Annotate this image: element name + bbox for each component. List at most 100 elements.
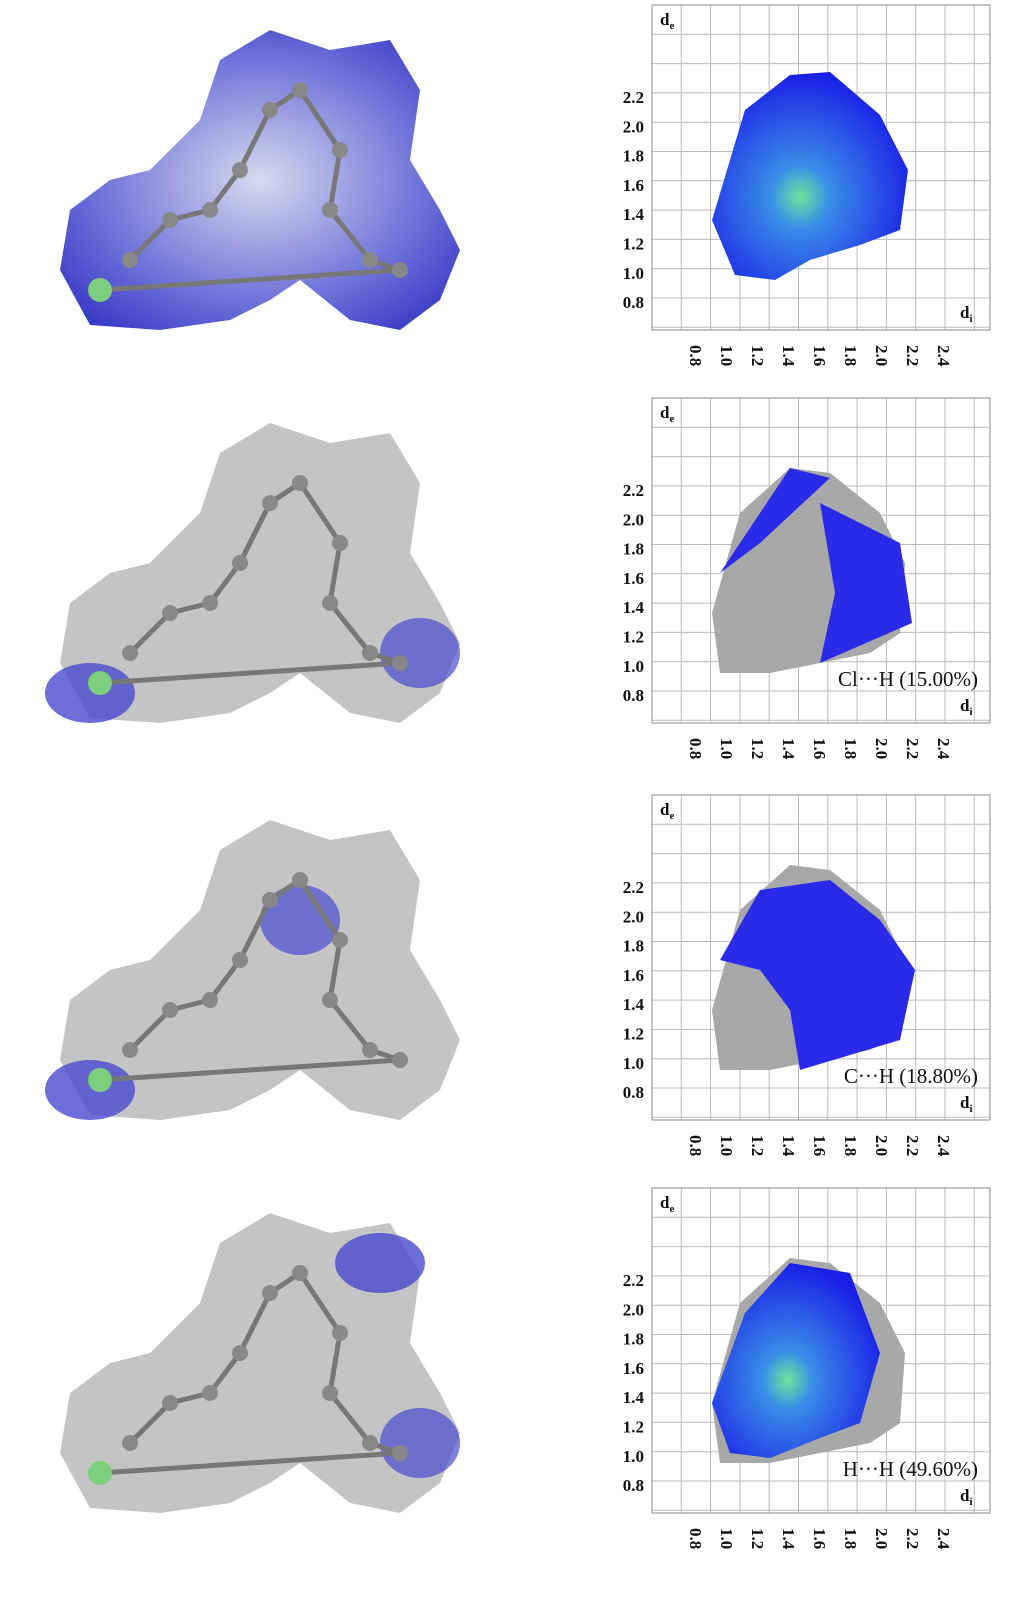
- y-axis-label-sub: e: [669, 413, 674, 425]
- x-tick-label: 2.4: [934, 345, 953, 367]
- x-tick-label: 1.2: [748, 1135, 767, 1156]
- x-axis-label: di: [960, 1486, 973, 1508]
- atom: [322, 202, 338, 218]
- fingerprint-contacts: [712, 72, 908, 280]
- atom: [122, 1435, 138, 1451]
- atom: [292, 1265, 308, 1281]
- y-tick-label: 1.0: [623, 1054, 644, 1073]
- atom: [332, 535, 348, 551]
- atom: [262, 892, 278, 908]
- x-tick-label: 2.2: [903, 1528, 922, 1549]
- y-tick-label: 1.2: [623, 628, 644, 647]
- atom: [232, 952, 248, 968]
- atom: [162, 605, 178, 621]
- y-tick-label: 2.0: [623, 510, 644, 529]
- x-tick-label: 1.8: [841, 1528, 860, 1549]
- y-axis-label-sub: e: [669, 810, 674, 822]
- x-tick-label: 1.0: [717, 1528, 736, 1549]
- x-tick-label: 1.2: [748, 1528, 767, 1549]
- y-tick-label: 1.6: [623, 966, 644, 985]
- atom: [122, 252, 138, 268]
- atom: [322, 992, 338, 1008]
- y-axis-label: de: [660, 1193, 674, 1215]
- y-tick-label: 2.2: [623, 481, 644, 500]
- contact-caption: H···H (49.60%): [843, 1457, 978, 1481]
- x-tick-label: 0.8: [686, 1528, 705, 1549]
- y-tick-label: 1.0: [623, 264, 644, 283]
- y-tick-label: 1.8: [623, 937, 644, 956]
- atom: [262, 102, 278, 118]
- contact-patch: [380, 1408, 460, 1478]
- y-tick-label: 2.2: [623, 88, 644, 107]
- x-tick-label: 1.8: [841, 1135, 860, 1156]
- atom: [162, 1002, 178, 1018]
- x-tick-label: 1.6: [810, 345, 829, 366]
- y-tick-label: 2.2: [623, 878, 644, 897]
- x-tick-label: 1.0: [717, 738, 736, 759]
- atom: [332, 142, 348, 158]
- y-tick-label: 1.6: [623, 569, 644, 588]
- atom: [122, 1042, 138, 1058]
- x-tick-label: 1.2: [748, 345, 767, 366]
- y-axis-label-sub: e: [669, 1203, 674, 1215]
- y-axis-label-sub: e: [669, 20, 674, 32]
- x-axis-label-sub: i: [969, 1103, 972, 1115]
- y-tick-label: 1.2: [623, 1418, 644, 1437]
- atom: [292, 82, 308, 98]
- x-tick-label: 0.8: [686, 738, 705, 759]
- y-tick-label: 1.4: [623, 995, 645, 1014]
- y-tick-label: 1.8: [623, 540, 644, 559]
- y-tick-label: 1.4: [623, 598, 645, 617]
- x-tick-label: 1.0: [717, 1135, 736, 1156]
- x-tick-label: 1.2: [748, 738, 767, 759]
- y-axis-label: de: [660, 800, 674, 822]
- atom: [362, 1042, 378, 1058]
- atom: [202, 992, 218, 1008]
- x-tick-label: 1.8: [841, 738, 860, 759]
- x-tick-label: 2.2: [903, 345, 922, 366]
- y-tick-label: 1.4: [623, 205, 645, 224]
- y-tick-label: 1.6: [623, 176, 644, 195]
- y-tick-label: 1.2: [623, 235, 644, 254]
- y-tick-label: 0.8: [623, 293, 644, 312]
- atom: [232, 162, 248, 178]
- x-tick-label: 2.0: [872, 1528, 891, 1549]
- x-tick-label: 1.6: [810, 1135, 829, 1156]
- y-tick-label: 2.2: [623, 1271, 644, 1290]
- hirshfeld-surface: [60, 30, 460, 330]
- atom: [202, 595, 218, 611]
- atom: [88, 1068, 112, 1092]
- x-axis-label-sub: i: [969, 706, 972, 718]
- atom: [162, 1395, 178, 1411]
- atom: [392, 655, 408, 671]
- atom: [332, 1325, 348, 1341]
- atom: [232, 555, 248, 571]
- atom: [88, 278, 112, 302]
- x-tick-label: 2.4: [934, 1528, 953, 1550]
- y-tick-label: 1.0: [623, 657, 644, 676]
- x-tick-label: 1.0: [717, 345, 736, 366]
- x-tick-label: 1.8: [841, 345, 860, 366]
- y-tick-label: 1.6: [623, 1359, 644, 1378]
- atom: [322, 595, 338, 611]
- x-tick-label: 2.4: [934, 1135, 953, 1157]
- x-tick-label: 1.4: [779, 1135, 798, 1157]
- contact-patch: [45, 1060, 135, 1120]
- atom: [392, 1445, 408, 1461]
- y-tick-label: 1.0: [623, 1447, 644, 1466]
- atom: [162, 212, 178, 228]
- atom: [88, 1461, 112, 1485]
- y-tick-label: 2.0: [623, 1300, 644, 1319]
- contact-patch: [335, 1233, 425, 1293]
- figure: de di 2.2 2.0 1.8 1.6 1.4 1.2 1.0 0.8 0.8 1.0 1.2 1.4…: [0, 0, 1016, 1600]
- contact-caption: C···H (18.80%): [844, 1064, 978, 1088]
- x-axis-label: di: [960, 303, 973, 325]
- atom: [262, 1285, 278, 1301]
- atom: [122, 645, 138, 661]
- x-axis-label-sub: i: [969, 1496, 972, 1508]
- atom: [232, 1345, 248, 1361]
- y-tick-label: 1.2: [623, 1025, 644, 1044]
- atom: [362, 645, 378, 661]
